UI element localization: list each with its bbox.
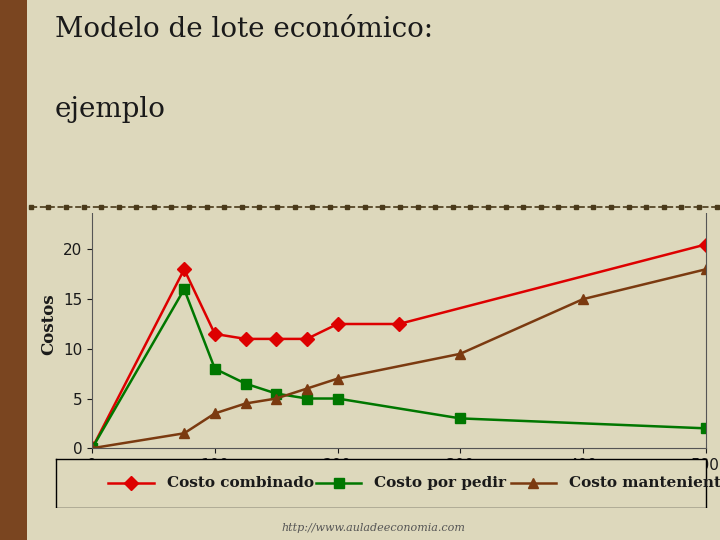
Costo manteniento <box>701 266 710 273</box>
Costo manteniento <box>210 410 219 417</box>
Costo manteniento <box>333 375 342 382</box>
Line: Costo manteniento: Costo manteniento <box>87 265 711 453</box>
Costo combinado <box>272 336 281 342</box>
X-axis label: Tamaño de pedido: Tamaño de pedido <box>314 478 484 496</box>
Costo manteniento <box>241 400 250 407</box>
Line: Costo por pedir: Costo por pedir <box>87 285 711 453</box>
Costo por pedir <box>333 395 342 402</box>
Text: ejemplo: ejemplo <box>55 96 166 123</box>
Costo manteniento <box>180 430 189 436</box>
Costo manteniento <box>579 296 588 302</box>
Costo manteniento <box>302 386 311 392</box>
Costo manteniento <box>88 445 96 451</box>
Costo combinado <box>302 336 311 342</box>
Line: Costo combinado: Costo combinado <box>87 240 711 453</box>
Costo por pedir <box>302 395 311 402</box>
Costo por pedir <box>180 286 189 293</box>
Costo por pedir <box>456 415 464 422</box>
Y-axis label: Costos: Costos <box>40 293 58 355</box>
Costo por pedir <box>88 445 96 451</box>
Text: Modelo de lote económico:: Modelo de lote económico: <box>55 16 433 43</box>
Costo combinado <box>88 445 96 451</box>
Text: http://www.auladeeconomia.com: http://www.auladeeconomia.com <box>282 523 466 534</box>
Costo combinado <box>180 266 189 273</box>
Costo combinado <box>333 321 342 327</box>
Costo manteniento <box>456 350 464 357</box>
Costo por pedir <box>241 380 250 387</box>
Costo combinado <box>210 330 219 337</box>
Costo por pedir <box>701 425 710 431</box>
Text: Costo por pedir: Costo por pedir <box>374 476 506 490</box>
Costo por pedir <box>272 390 281 397</box>
Text: Costo combinado: Costo combinado <box>166 476 314 490</box>
Costo combinado <box>395 321 403 327</box>
Costo por pedir <box>210 366 219 372</box>
Costo combinado <box>241 336 250 342</box>
Costo manteniento <box>272 395 281 402</box>
Text: Costo manteniento: Costo manteniento <box>570 476 720 490</box>
Costo combinado <box>701 241 710 248</box>
